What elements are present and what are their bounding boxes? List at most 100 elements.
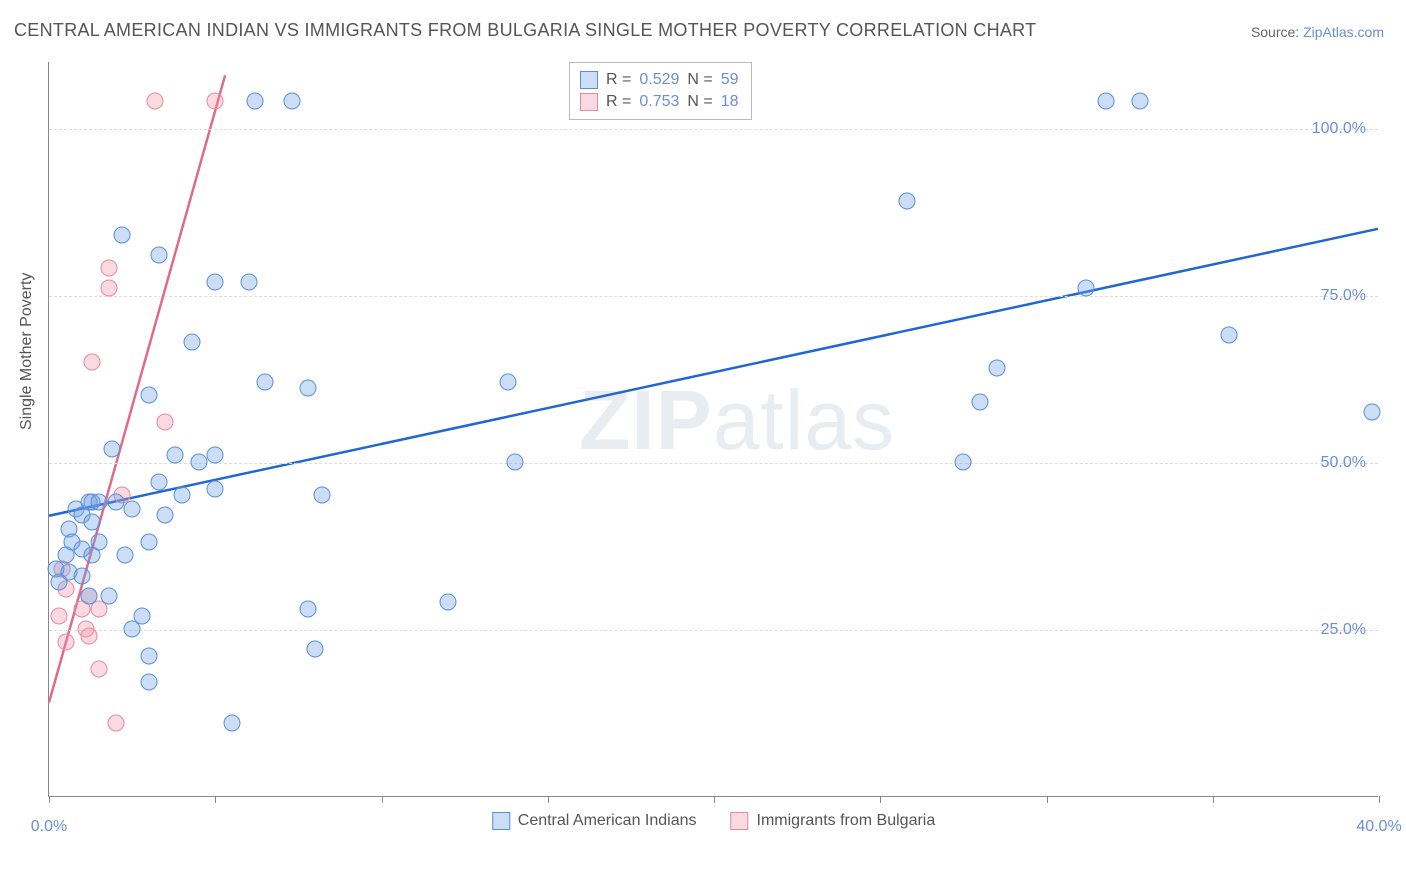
data-point <box>104 440 121 457</box>
data-point <box>207 93 224 110</box>
data-point <box>124 500 141 517</box>
data-point <box>300 380 317 397</box>
data-point <box>240 273 257 290</box>
data-point <box>74 567 91 584</box>
series-legend: Central American Indians Immigrants from … <box>492 812 935 830</box>
data-point <box>257 373 274 390</box>
data-point <box>300 600 317 617</box>
x-tick <box>49 796 50 803</box>
legend-n-label: N = <box>687 69 712 91</box>
legend-item: Immigrants from Bulgaria <box>731 812 936 830</box>
y-tick-label: 100.0% <box>1312 120 1366 138</box>
data-point <box>140 387 157 404</box>
data-point <box>972 393 989 410</box>
legend-n-value: 59 <box>721 69 739 91</box>
x-tick-label: 0.0% <box>31 818 67 836</box>
legend-row: R = 0.753 N = 18 <box>580 91 739 113</box>
data-point <box>313 487 330 504</box>
data-point <box>57 634 74 651</box>
data-point <box>1131 93 1148 110</box>
data-point <box>157 507 174 524</box>
source-link[interactable]: ZipAtlas.com <box>1303 24 1384 40</box>
legend-swatch <box>580 93 598 111</box>
data-point <box>84 514 101 531</box>
chart-title: CENTRAL AMERICAN INDIAN VS IMMIGRANTS FR… <box>14 20 1036 41</box>
data-point <box>114 226 131 243</box>
data-point <box>307 641 324 658</box>
legend-r-label: R = <box>606 91 631 113</box>
data-point <box>898 193 915 210</box>
data-point <box>440 594 457 611</box>
legend-r-value: 0.529 <box>639 69 679 91</box>
x-tick <box>880 796 881 803</box>
legend-r-label: R = <box>606 69 631 91</box>
data-point <box>84 353 101 370</box>
legend-swatch <box>492 812 510 830</box>
data-point <box>988 360 1005 377</box>
data-point <box>100 280 117 297</box>
data-point <box>150 473 167 490</box>
data-point <box>283 93 300 110</box>
data-point <box>167 447 184 464</box>
x-tick <box>1047 796 1048 803</box>
data-point <box>247 93 264 110</box>
data-point <box>80 587 97 604</box>
x-tick <box>548 796 549 803</box>
gridline <box>49 630 1378 631</box>
x-tick <box>382 796 383 803</box>
data-point <box>1364 403 1381 420</box>
data-point <box>499 373 516 390</box>
data-point <box>190 453 207 470</box>
x-tick-label: 40.0% <box>1356 818 1401 836</box>
legend-item: Central American Indians <box>492 812 697 830</box>
data-point <box>1221 326 1238 343</box>
x-tick <box>215 796 216 803</box>
data-point <box>90 494 107 511</box>
correlation-legend: R = 0.529 N = 59R = 0.753 N = 18 <box>569 62 752 120</box>
legend-n-label: N = <box>687 91 712 113</box>
data-point <box>955 453 972 470</box>
data-point <box>150 246 167 263</box>
data-point <box>140 647 157 664</box>
data-point <box>90 534 107 551</box>
gridline <box>49 296 1378 297</box>
data-point <box>140 674 157 691</box>
trend-line <box>49 229 1378 516</box>
y-tick-label: 50.0% <box>1321 454 1366 472</box>
x-tick <box>714 796 715 803</box>
y-tick-label: 25.0% <box>1321 621 1366 639</box>
data-point <box>207 273 224 290</box>
data-point <box>506 453 523 470</box>
trend-lines-layer <box>49 62 1378 796</box>
plot-area: ZIPatlas R = 0.529 N = 59R = 0.753 N = 1… <box>48 62 1378 797</box>
legend-label: Immigrants from Bulgaria <box>757 812 936 830</box>
data-point <box>1078 280 1095 297</box>
data-point <box>174 487 191 504</box>
data-point <box>140 534 157 551</box>
data-point <box>107 714 124 731</box>
data-point <box>90 661 107 678</box>
data-point <box>183 333 200 350</box>
data-point <box>207 480 224 497</box>
data-point <box>1098 93 1115 110</box>
source-prefix: Source: <box>1251 24 1303 40</box>
gridline <box>49 129 1378 130</box>
gridline <box>49 463 1378 464</box>
data-point <box>147 93 164 110</box>
legend-swatch <box>731 812 749 830</box>
data-point <box>107 494 124 511</box>
y-tick-label: 75.0% <box>1321 287 1366 305</box>
legend-swatch <box>580 71 598 89</box>
data-point <box>157 413 174 430</box>
x-tick <box>1379 796 1380 803</box>
data-point <box>100 587 117 604</box>
data-point <box>50 607 67 624</box>
data-point <box>223 714 240 731</box>
y-axis-title: Single Mother Poverty <box>18 273 36 430</box>
legend-label: Central American Indians <box>518 812 697 830</box>
x-tick <box>1213 796 1214 803</box>
data-point <box>134 607 151 624</box>
data-point <box>117 547 134 564</box>
data-point <box>100 260 117 277</box>
source-credit: Source: ZipAtlas.com <box>1251 24 1384 40</box>
